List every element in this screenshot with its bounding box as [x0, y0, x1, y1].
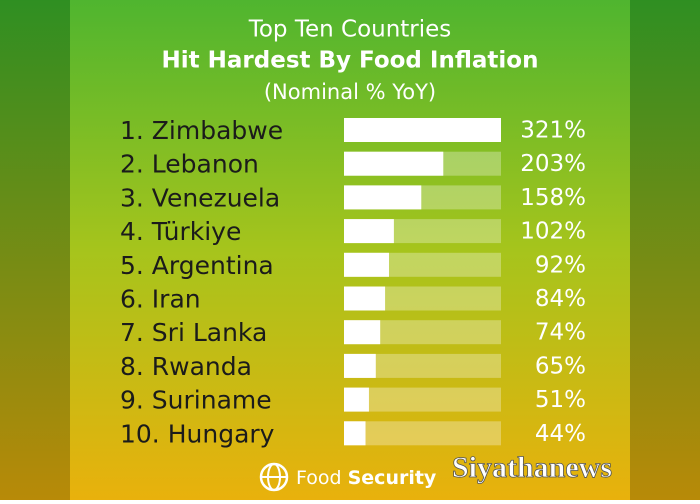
category-label: 10. Hungary: [120, 419, 275, 448]
value-label: 102%: [520, 219, 586, 245]
bar-track: [344, 387, 501, 412]
footer-brand-bold: Security: [348, 467, 437, 489]
value-label: 321%: [520, 118, 586, 144]
value-label: 74%: [535, 320, 586, 346]
bar: [344, 118, 501, 142]
bar-track: [344, 421, 501, 446]
category-label: 6. Iran: [120, 285, 201, 314]
category-label: 8. Rwanda: [120, 352, 252, 381]
watermark: Siyathanews: [452, 451, 612, 484]
category-label: 7. Sri Lanka: [120, 318, 267, 347]
value-label: 44%: [535, 421, 586, 447]
bar: [344, 286, 386, 311]
chart-subtitle: (Nominal % YoY): [264, 80, 436, 104]
footer: Food Security: [259, 462, 437, 492]
footer-brand: Food Security: [296, 467, 437, 489]
value-label: 92%: [535, 252, 586, 278]
value-label: 51%: [535, 387, 586, 413]
bar: [344, 185, 422, 210]
chart-title: Top Ten Countries: [248, 17, 452, 43]
category-label: 5. Argentina: [120, 251, 274, 280]
background: [70, 0, 630, 500]
bar: [344, 151, 444, 176]
bar: [344, 387, 369, 412]
footer-brand: Food: [296, 467, 342, 489]
value-label: 65%: [535, 353, 586, 379]
bar: [344, 421, 366, 446]
category-label: 4. Türkiye: [120, 217, 241, 246]
chart-subtitle: Hit Hardest By Food Inflation: [162, 48, 539, 74]
bar: [344, 353, 376, 378]
category-label: 2. Lebanon: [120, 150, 259, 179]
category-label: 3. Venezuela: [120, 183, 280, 212]
value-label: 84%: [535, 286, 586, 312]
value-label: 158%: [520, 185, 586, 211]
value-label: 203%: [520, 151, 586, 177]
bar: [344, 219, 394, 244]
category-label: 1. Zimbabwe: [120, 116, 283, 145]
bar: [344, 252, 389, 277]
category-label: 9. Suriname: [120, 386, 272, 415]
bar: [344, 320, 381, 345]
